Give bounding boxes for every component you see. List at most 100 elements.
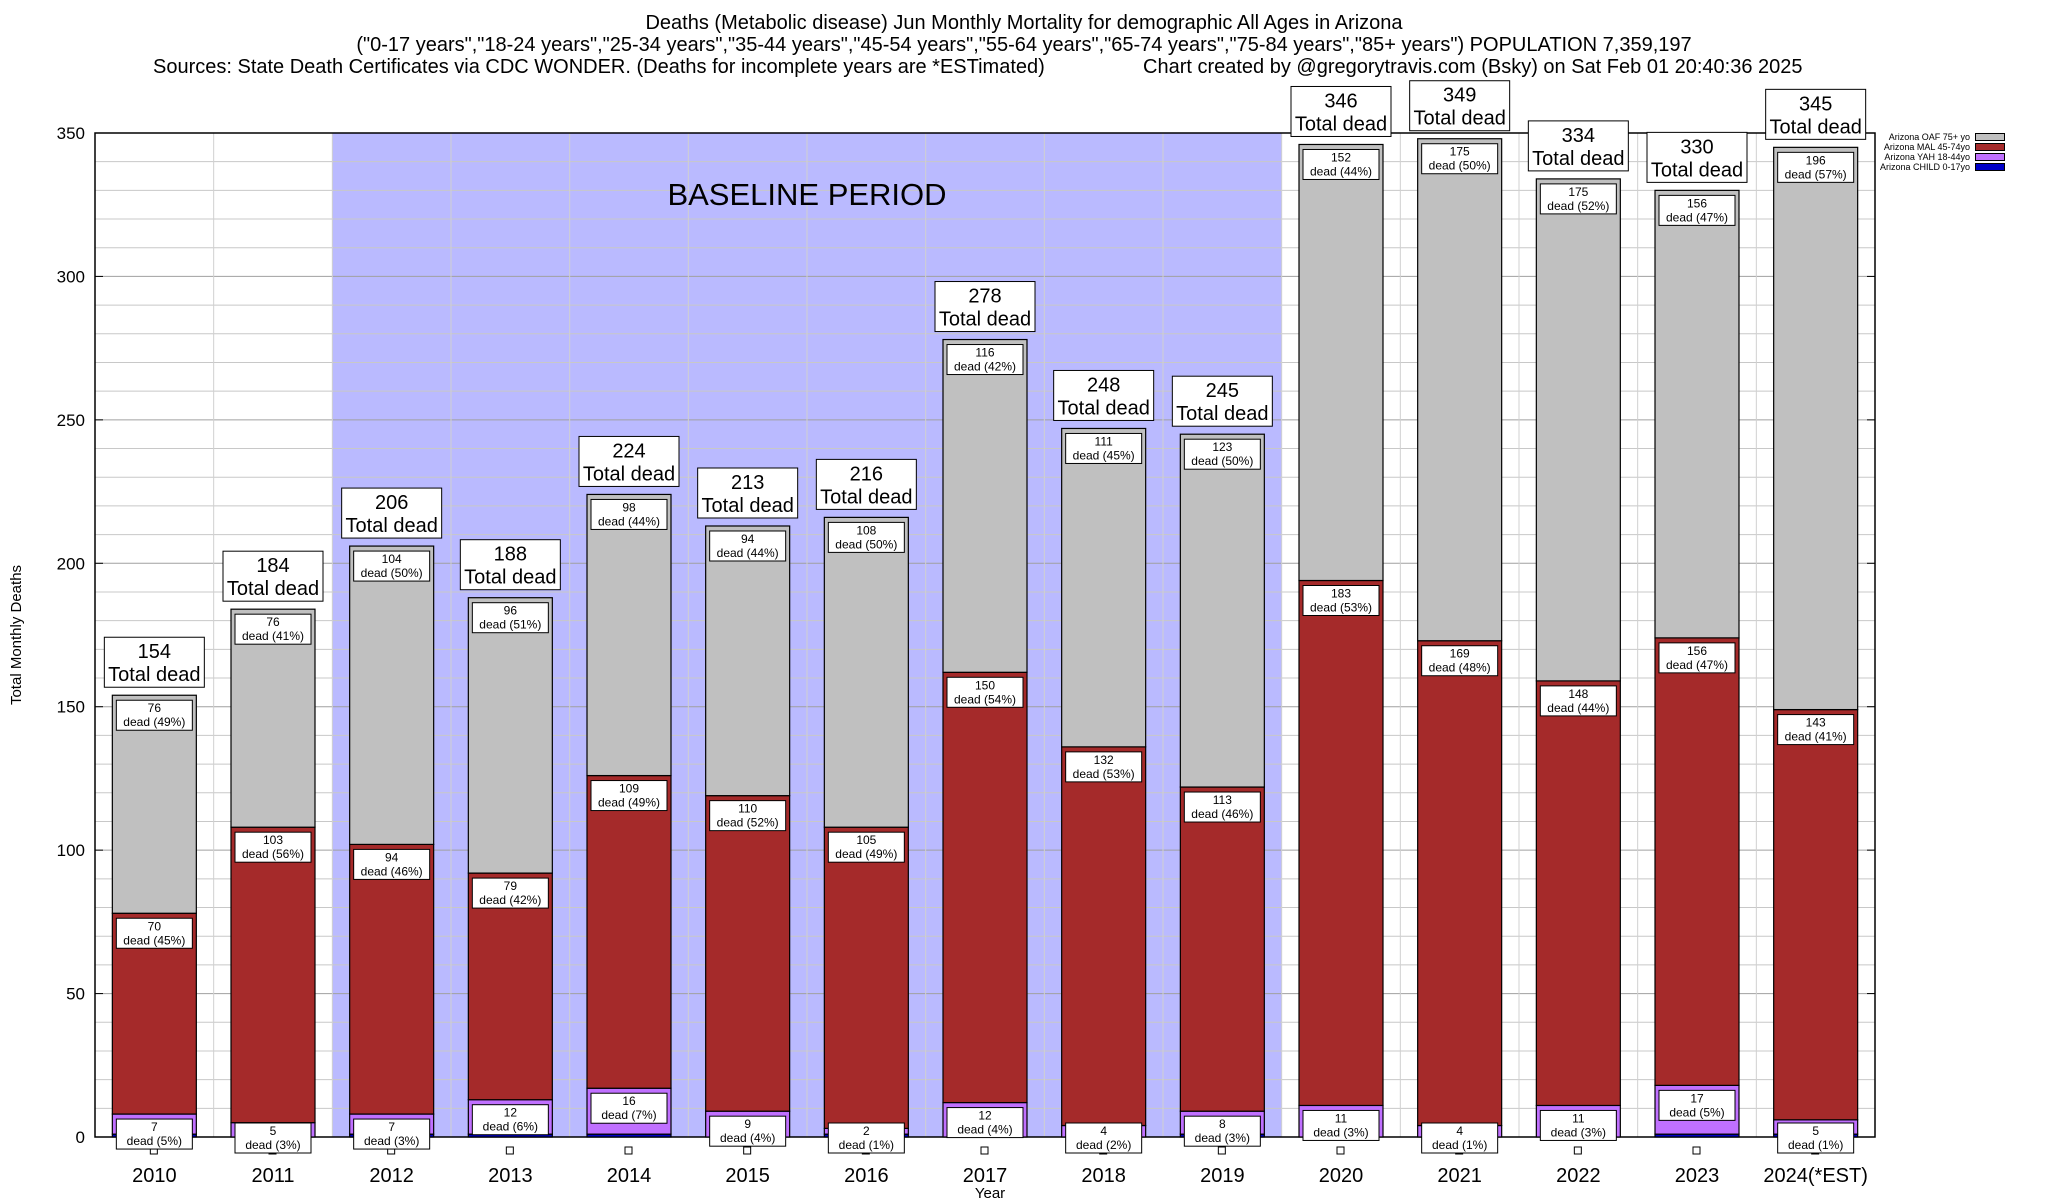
total-value: 216 <box>850 463 883 485</box>
y-tick-label: 150 <box>57 698 85 717</box>
yah-label-text: dead (3%) <box>364 1134 419 1148</box>
oaf-label-value: 108 <box>856 523 876 537</box>
total-box <box>459 539 561 591</box>
yah-label-value: 4 <box>1100 1124 1107 1138</box>
oaf-label-box <box>471 602 549 634</box>
bar-segment-oaf <box>705 525 791 797</box>
child-marker <box>1692 1146 1701 1155</box>
bar-segment-oaf <box>111 694 197 914</box>
bar-segment-oaf <box>823 516 909 828</box>
yah-label-text: dead (2%) <box>1076 1138 1131 1152</box>
total-text: Total dead <box>464 567 556 589</box>
mal-label-value: 169 <box>1450 647 1470 661</box>
yah-label-box <box>471 1104 549 1136</box>
legend-item: Arizona CHILD 0-17yo <box>1880 162 2006 172</box>
bar-segment-mal <box>942 671 1028 1104</box>
oaf-label-text: dead (42%) <box>954 360 1016 374</box>
y-tick-label: 250 <box>57 411 85 430</box>
chart-title: Deaths (Metabolic disease) Jun Monthly M… <box>645 12 1403 34</box>
yah-label-box <box>1421 1122 1499 1154</box>
total-value: 349 <box>1443 85 1476 107</box>
total-text: Total dead <box>820 486 912 508</box>
y-tick-label: 0 <box>76 1128 85 1147</box>
total-box <box>1409 80 1511 132</box>
mal-label-text: dead (52%) <box>717 816 779 830</box>
yah-label-text: dead (1%) <box>1432 1138 1487 1152</box>
total-value: 224 <box>612 440 645 462</box>
mal-label-box <box>1065 751 1143 783</box>
total-value: 334 <box>1562 125 1595 147</box>
total-value: 248 <box>1087 374 1120 396</box>
mal-label-box <box>471 877 549 909</box>
total-box <box>1527 120 1629 172</box>
bar-segment-oaf <box>230 608 316 828</box>
oaf-label-value: 96 <box>504 604 518 618</box>
mal-label-text: dead (53%) <box>1310 600 1372 614</box>
bar-segment-mal <box>1535 680 1621 1107</box>
yah-label-value: 5 <box>1812 1124 1819 1138</box>
bar-segment-oaf <box>1535 178 1621 682</box>
mal-label-box <box>709 800 787 832</box>
total-text: Total dead <box>346 515 438 537</box>
chart-subtitle: ("0-17 years","18-24 years","25-34 years… <box>356 34 1692 56</box>
total-box <box>1290 85 1392 137</box>
yah-label-value: 7 <box>151 1120 158 1134</box>
mal-label-text: dead (42%) <box>479 893 541 907</box>
mal-label-text: dead (41%) <box>1785 730 1847 744</box>
oaf-label-box <box>827 521 905 553</box>
oaf-label-box <box>1539 183 1617 215</box>
yah-label-text: dead (7%) <box>601 1108 656 1122</box>
bar-segment-mal <box>467 872 553 1101</box>
legend-item: Arizona YAH 18-44yo <box>1880 152 2006 162</box>
total-value: 184 <box>256 555 289 577</box>
legend-item: Arizona OAF 75+ yo <box>1880 132 2006 142</box>
mal-label-box <box>946 676 1024 708</box>
x-tick-label: 2024(*EST) <box>1763 1165 1868 1187</box>
mal-label-value: 79 <box>504 879 518 893</box>
mal-label-value: 105 <box>856 833 876 847</box>
total-text: Total dead <box>108 664 200 686</box>
oaf-label-value: 98 <box>622 500 636 514</box>
mal-label-box <box>1658 642 1736 674</box>
yah-label-text: dead (5%) <box>1669 1105 1724 1119</box>
mal-label-value: 150 <box>975 678 995 692</box>
child-marker <box>743 1146 752 1155</box>
oaf-label-value: 123 <box>1212 440 1232 454</box>
mal-label-value: 109 <box>619 782 639 796</box>
oaf-label-text: dead (47%) <box>1666 210 1728 224</box>
oaf-label-value: 94 <box>741 532 755 546</box>
mal-label-value: 156 <box>1687 644 1707 658</box>
total-text: Total dead <box>583 463 675 485</box>
oaf-label-box <box>353 550 431 582</box>
yah-label-box <box>1777 1122 1855 1154</box>
mal-label-text: dead (49%) <box>598 796 660 810</box>
oaf-label-box <box>234 613 312 645</box>
mal-label-value: 143 <box>1806 716 1826 730</box>
bar-segment-oaf <box>586 493 672 777</box>
child-marker <box>1336 1146 1345 1155</box>
mal-label-value: 110 <box>738 802 757 816</box>
total-box <box>1765 88 1867 140</box>
total-text: Total dead <box>1651 159 1743 181</box>
total-text: Total dead <box>1295 113 1387 135</box>
oaf-label-text: dead (50%) <box>835 537 897 551</box>
oaf-label-text: dead (51%) <box>479 618 541 632</box>
mal-label-box <box>353 848 431 880</box>
total-value: 245 <box>1206 380 1239 402</box>
yah-label-value: 11 <box>1572 1111 1585 1125</box>
oaf-label-text: dead (44%) <box>598 514 660 528</box>
x-tick-label: 2019 <box>1200 1165 1245 1187</box>
oaf-label-value: 156 <box>1687 196 1707 210</box>
bar-segment-mal <box>1773 708 1859 1121</box>
yah-label-text: dead (6%) <box>483 1120 538 1134</box>
total-text: Total dead <box>702 495 794 517</box>
y-tick-label: 100 <box>57 841 85 860</box>
yah-label-box <box>1539 1109 1617 1141</box>
oaf-label-box <box>709 530 787 562</box>
oaf-label-box <box>115 699 193 731</box>
total-value: 206 <box>375 492 408 514</box>
oaf-label-text: dead (50%) <box>1429 159 1491 173</box>
legend-label: Arizona YAH 18-44yo <box>1884 152 1971 162</box>
total-text: Total dead <box>1532 148 1624 170</box>
bar-segment-mal <box>1298 579 1384 1107</box>
